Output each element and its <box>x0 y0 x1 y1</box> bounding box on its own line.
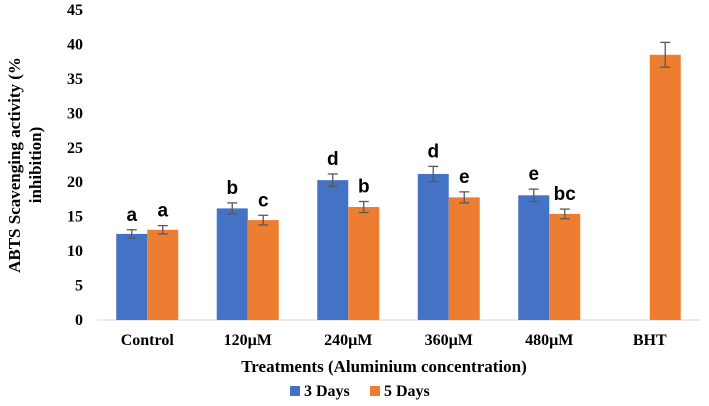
x-tick-label: 240µM <box>324 332 372 349</box>
x-tick-label: 360µM <box>425 332 473 349</box>
x-tick-label: 480µM <box>525 332 573 349</box>
significance-label: e <box>459 167 470 188</box>
y-tick-label: 5 <box>75 278 83 295</box>
x-tick-label: BHT <box>633 332 667 349</box>
y-tick-label: 45 <box>67 2 83 19</box>
legend: 3 Days 5 Days <box>290 383 430 400</box>
y-tick-label: 35 <box>67 71 83 88</box>
bar <box>317 180 349 320</box>
bar <box>417 173 449 320</box>
significance-label: a <box>126 205 137 226</box>
bar <box>348 207 380 320</box>
legend-label: 3 Days <box>304 383 350 400</box>
legend-swatch <box>290 386 300 396</box>
bar <box>549 213 581 320</box>
y-axis-title-line-2: inhibition) <box>26 127 45 204</box>
significance-label: b <box>226 178 238 199</box>
significance-label: d <box>327 149 339 170</box>
y-tick-label: 0 <box>75 312 83 329</box>
x-tick-label: Control <box>121 332 175 349</box>
bar <box>216 208 248 320</box>
significance-label: b <box>358 177 370 198</box>
significance-label: d <box>427 141 439 162</box>
y-axis-title-line-1: ABTS Scavenging activity (% <box>5 57 24 273</box>
y-tick-label: 10 <box>67 243 83 260</box>
y-tick-label: 30 <box>67 105 83 122</box>
bar <box>147 229 179 320</box>
bar <box>116 233 148 320</box>
bar <box>518 195 550 320</box>
y-tick-label: 40 <box>67 36 83 53</box>
y-tick-label: 25 <box>67 140 83 157</box>
significance-label: a <box>157 201 168 222</box>
bar <box>649 54 681 321</box>
x-tick-label: 120µM <box>224 332 272 349</box>
bar <box>448 197 480 320</box>
y-tick-label: 15 <box>67 209 83 226</box>
significance-label: e <box>528 164 539 185</box>
y-axis-ticks: 0 5 10 15 20 25 30 35 40 45 <box>67 2 83 329</box>
legend-label: 5 Days <box>384 383 430 400</box>
bar <box>247 220 279 320</box>
significance-label: c <box>258 190 269 211</box>
x-axis-title: Treatments (Aluminium concentration) <box>241 357 527 376</box>
legend-swatch <box>370 386 380 396</box>
y-axis-title: ABTS Scavenging activity (% inhibition) <box>5 57 45 273</box>
x-axis-ticks: Control 120µM 240µM 360µM 480µM BHT <box>121 332 667 349</box>
y-tick-label: 20 <box>67 174 83 191</box>
significance-label: bc <box>554 184 577 205</box>
